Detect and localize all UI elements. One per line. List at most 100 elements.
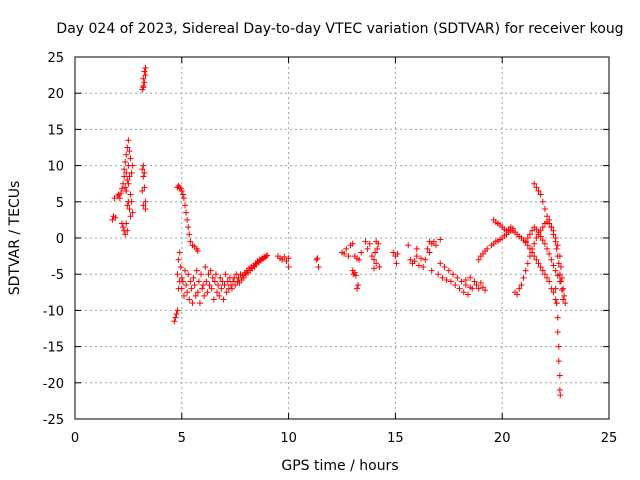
data-point: [541, 206, 548, 213]
data-point: [560, 285, 567, 292]
data-point: [217, 274, 224, 281]
data-point: [174, 307, 181, 314]
data-point: [362, 238, 369, 245]
data-point: [281, 253, 288, 260]
data-point: [200, 282, 207, 289]
data-point: [180, 292, 187, 299]
data-point: [531, 240, 538, 247]
y-tick-label: 15: [47, 123, 64, 138]
data-point: [122, 158, 129, 165]
data-point: [428, 267, 435, 274]
data-point: [458, 278, 465, 285]
data-point: [559, 274, 566, 281]
data-point: [183, 282, 190, 289]
data-point: [285, 255, 292, 262]
data-point: [142, 72, 149, 79]
data-point: [140, 202, 147, 209]
data-point: [539, 237, 546, 244]
data-point: [140, 162, 147, 169]
data-point: [484, 245, 491, 252]
data-point: [546, 278, 553, 285]
data-point: [393, 260, 400, 267]
data-point: [123, 169, 130, 176]
data-point: [368, 253, 375, 260]
data-point: [544, 245, 551, 252]
data-point: [224, 278, 231, 285]
data-point: [206, 282, 213, 289]
data-point: [141, 68, 148, 75]
data-point: [179, 278, 186, 285]
data-point: [552, 267, 559, 274]
data-point: [552, 238, 559, 245]
data-point: [535, 260, 542, 267]
data-point: [552, 285, 559, 292]
data-point: [183, 209, 190, 216]
x-tick-label: 15: [387, 431, 404, 446]
data-point: [128, 198, 135, 205]
data-point: [524, 242, 531, 249]
data-point: [285, 263, 292, 270]
data-point: [546, 216, 553, 223]
data-point: [192, 292, 199, 299]
data-point: [353, 285, 360, 292]
data-point: [120, 224, 127, 231]
data-point: [139, 166, 146, 173]
data-point: [212, 271, 219, 278]
data-point: [177, 263, 184, 270]
data-point: [428, 240, 435, 247]
data-point: [141, 184, 148, 191]
data-point: [371, 265, 378, 272]
y-tick-label: 20: [47, 87, 64, 102]
data-point: [462, 276, 469, 283]
data-point: [556, 278, 563, 285]
data-point: [372, 249, 379, 256]
data-point: [435, 271, 442, 278]
data-point: [554, 242, 561, 249]
data-point: [526, 231, 533, 238]
y-tick-label: -20: [43, 377, 64, 392]
data-point: [222, 271, 229, 278]
data-point: [193, 267, 200, 274]
data-point: [186, 296, 193, 303]
data-point: [509, 225, 516, 232]
data-point: [182, 267, 189, 274]
data-point: [482, 287, 489, 294]
data-point: [194, 289, 201, 296]
data-point: [232, 282, 239, 289]
data-point: [349, 240, 356, 247]
data-point: [437, 236, 444, 243]
data-point: [123, 220, 130, 227]
data-point: [441, 263, 448, 270]
data-point: [390, 249, 397, 256]
data-point: [176, 184, 183, 191]
data-point: [541, 271, 548, 278]
data-point: [554, 329, 561, 336]
data-point: [120, 180, 127, 187]
data-point: [465, 291, 472, 298]
data-points: [109, 64, 569, 399]
data-point: [127, 191, 134, 198]
y-axis-label: SDTVAR / TECUs: [7, 181, 23, 296]
data-point: [235, 274, 242, 281]
data-point: [531, 180, 538, 187]
x-tick-label: 0: [71, 431, 79, 446]
data-point: [343, 245, 350, 252]
y-tick-label: -5: [51, 268, 64, 283]
data-point: [122, 231, 129, 238]
data-point: [176, 249, 183, 256]
data-point: [413, 245, 420, 252]
data-point: [141, 169, 148, 176]
data-point: [529, 227, 536, 234]
data-point: [520, 274, 527, 281]
data-point: [175, 256, 182, 263]
data-point: [557, 392, 564, 399]
data-point: [140, 84, 147, 91]
data-point: [518, 282, 525, 289]
data-point: [475, 256, 482, 263]
data-point: [185, 271, 192, 278]
data-point: [544, 213, 551, 220]
data-point: [129, 162, 136, 169]
data-point: [460, 289, 467, 296]
data-point: [173, 311, 180, 318]
